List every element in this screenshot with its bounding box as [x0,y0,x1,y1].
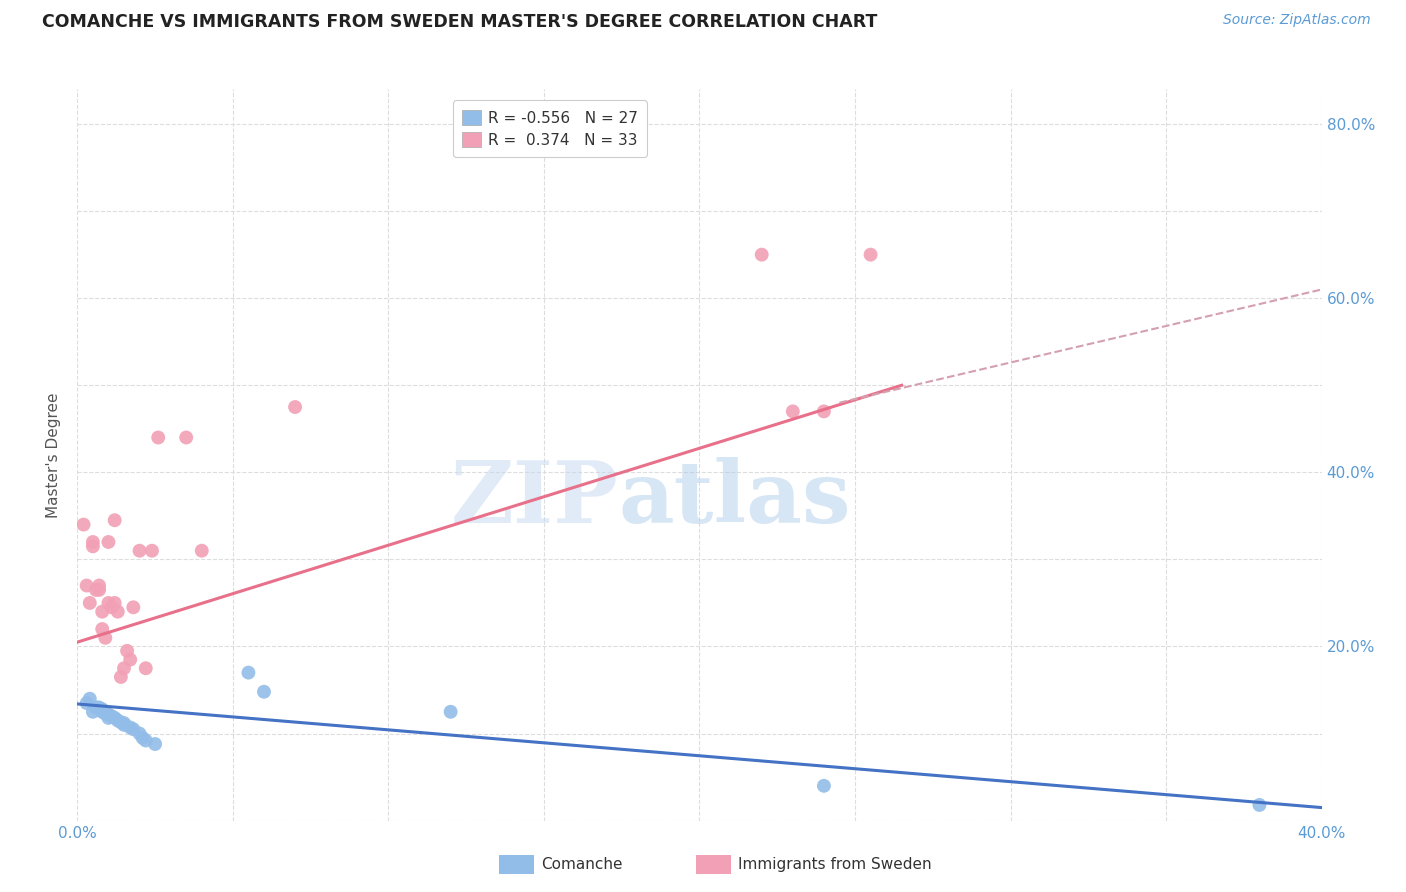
Point [76,578,98,592]
Point [859,247,882,261]
Text: Immigrants from Sweden: Immigrants from Sweden [738,857,932,871]
Point [97,707,120,722]
Point [84,700,107,714]
Point [122,723,145,737]
Point [112,716,135,731]
Point [128,543,150,558]
Point [91,622,114,636]
Point [91,705,114,719]
Text: atlas: atlas [619,457,851,541]
Point [79,691,101,706]
Point [174,430,197,444]
Point [84,582,107,597]
Point [284,400,307,414]
Point [122,600,145,615]
Point [110,715,132,730]
Point [131,731,153,745]
Point [112,661,135,675]
Point [107,714,129,728]
Point [97,596,120,610]
Point [143,737,166,751]
Point [87,578,110,592]
Legend: R = -0.556   N = 27, R =  0.374   N = 33: R = -0.556 N = 27, R = 0.374 N = 33 [453,101,647,157]
Point [72,517,94,532]
Point [1249,797,1271,812]
Point [82,705,104,719]
Point [76,696,98,710]
Text: ZIP: ZIP [451,457,619,541]
Text: Source: ZipAtlas.com: Source: ZipAtlas.com [1223,13,1371,28]
Point [94,706,117,721]
Point [91,702,114,716]
Point [104,513,127,527]
Point [97,535,120,549]
Point [112,718,135,732]
Y-axis label: Master's Degree: Master's Degree [46,392,62,517]
Point [82,539,104,553]
Point [813,779,835,793]
Point [82,535,104,549]
Point [87,582,110,597]
Point [87,700,110,714]
Point [100,709,122,723]
Point [120,652,142,666]
Point [128,726,150,740]
Text: Comanche: Comanche [541,857,623,871]
Point [100,600,122,615]
Point [104,711,127,725]
Point [94,631,117,645]
Point [191,543,214,558]
Point [751,247,773,261]
Point [91,605,114,619]
Point [79,596,101,610]
Point [135,733,157,747]
Point [813,404,835,418]
Point [104,596,127,610]
Text: COMANCHE VS IMMIGRANTS FROM SWEDEN MASTER'S DEGREE CORRELATION CHART: COMANCHE VS IMMIGRANTS FROM SWEDEN MASTE… [42,13,877,31]
Point [107,605,129,619]
Point [148,430,170,444]
Point [238,665,260,680]
Point [253,685,276,699]
Point [110,670,132,684]
Point [135,661,157,675]
Point [440,705,463,719]
Point [141,543,163,558]
Point [97,711,120,725]
Point [782,404,804,418]
Point [115,644,138,658]
Point [120,721,142,735]
